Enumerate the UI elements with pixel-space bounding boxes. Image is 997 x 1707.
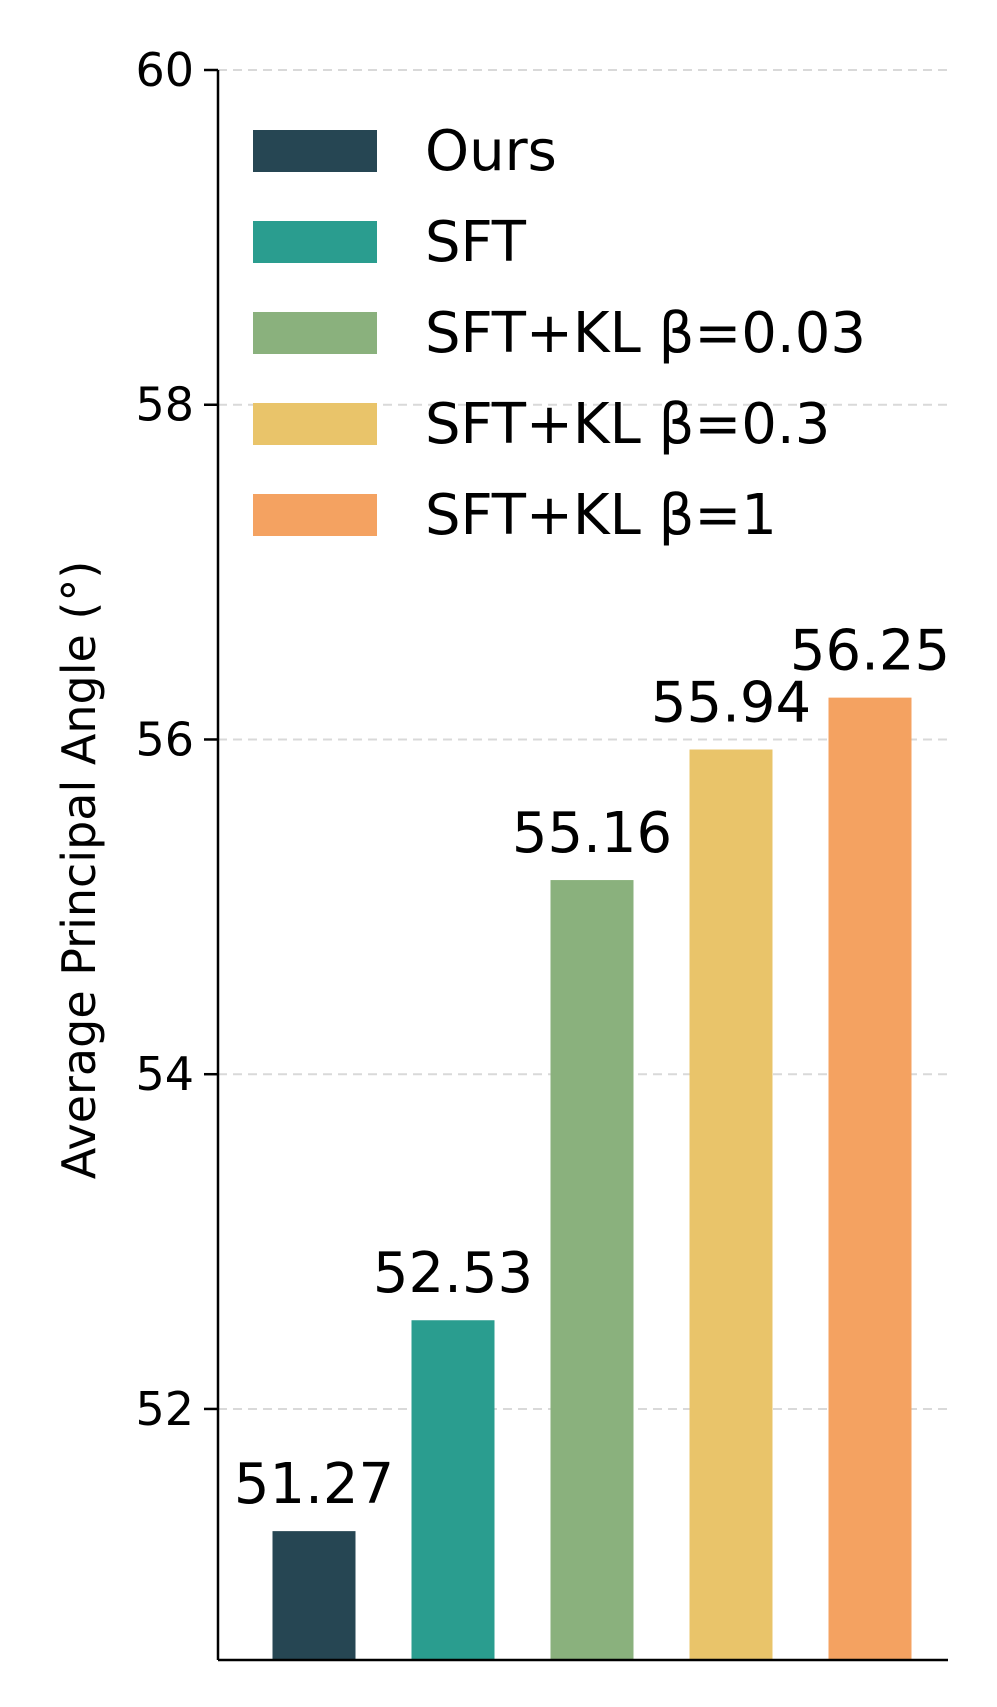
bar-1 bbox=[272, 1531, 356, 1660]
bar-value-label-1: 51.27 bbox=[234, 1452, 394, 1517]
y-tick-label-60: 60 bbox=[135, 43, 194, 97]
bar-5 bbox=[828, 697, 912, 1660]
legend-label-5: SFT+KL β=1 bbox=[425, 483, 777, 548]
bar-value-label-5: 56.25 bbox=[790, 619, 950, 684]
legend-label-4: SFT+KL β=0.3 bbox=[425, 392, 830, 457]
y-tick-label-54: 54 bbox=[135, 1047, 194, 1101]
legend-label-3: SFT+KL β=0.03 bbox=[425, 301, 866, 366]
legend-swatch-4 bbox=[253, 403, 377, 445]
y-axis-title: Average Principal Angle (°) bbox=[52, 561, 106, 1180]
legend-swatch-3 bbox=[253, 312, 377, 354]
bar-4 bbox=[689, 749, 773, 1660]
bars bbox=[272, 697, 912, 1660]
legend-label-1: Ours bbox=[425, 119, 557, 184]
y-tick-label-58: 58 bbox=[135, 378, 194, 432]
bar-value-label-2: 52.53 bbox=[373, 1241, 533, 1306]
y-tick-label-52: 52 bbox=[135, 1382, 194, 1436]
bar-value-label-3: 55.16 bbox=[512, 801, 672, 866]
legend-label-2: SFT bbox=[425, 210, 527, 275]
bar-3 bbox=[550, 880, 634, 1660]
bar-value-label-4: 55.94 bbox=[651, 671, 811, 736]
legend-swatch-2 bbox=[253, 221, 377, 263]
bar-2 bbox=[411, 1320, 495, 1660]
legend-swatch-1 bbox=[253, 130, 377, 172]
axes: 52 54 56 58 60 bbox=[135, 43, 948, 1662]
legend-swatch-5 bbox=[253, 494, 377, 536]
legend: Ours SFT SFT+KL β=0.03 SFT+KL β=0.3 SFT+KL β… bbox=[253, 119, 866, 548]
y-tick-label-56: 56 bbox=[135, 712, 194, 766]
